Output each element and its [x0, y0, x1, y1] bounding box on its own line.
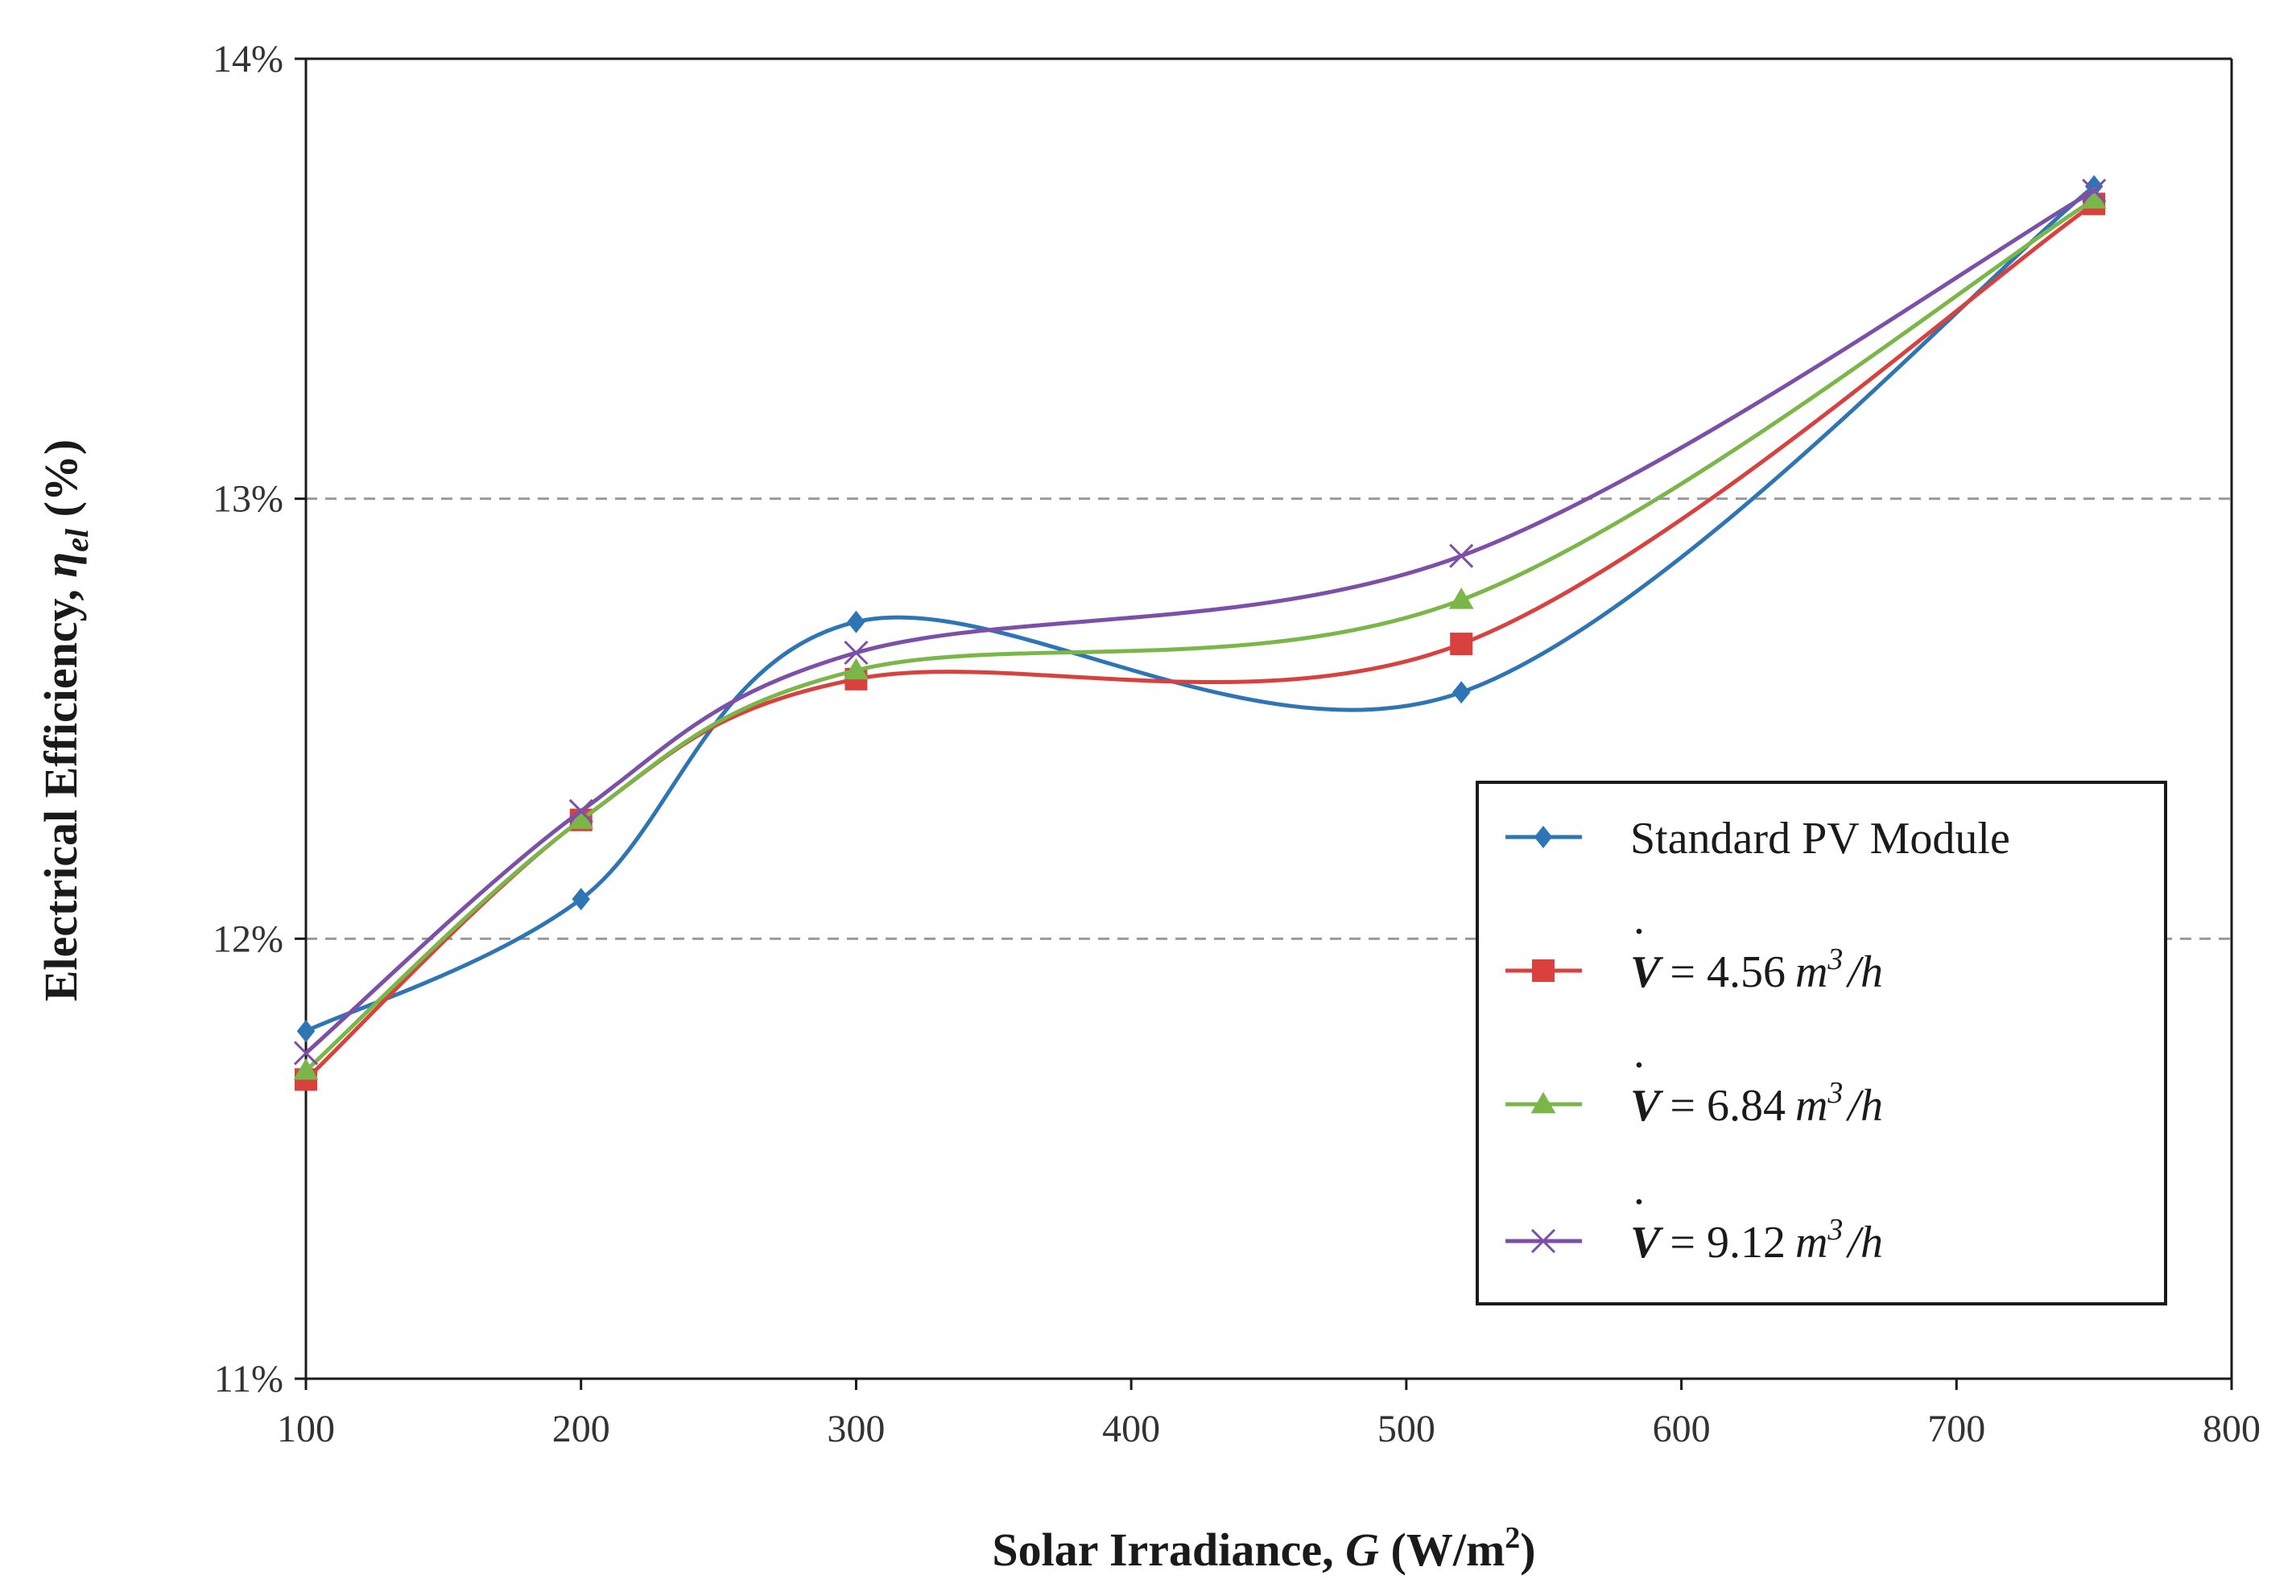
y-tick-label: 14% — [213, 38, 283, 80]
legend-dot: · — [1632, 1177, 1647, 1227]
x-tick-label: 100 — [277, 1408, 335, 1450]
data-point-2 — [1448, 588, 1474, 609]
legend-tail: /h — [1845, 1218, 1883, 1268]
data-point-3 — [293, 1041, 319, 1066]
data-point-0 — [1452, 681, 1471, 704]
data-point-0 — [847, 610, 865, 633]
data-point-3-stroke-b — [844, 640, 869, 666]
x-tick-label: 800 — [2203, 1408, 2261, 1450]
data-point-3 — [1449, 543, 1474, 568]
legend-dot: · — [1632, 907, 1647, 957]
legend-rest: = 9.12 — [1670, 1218, 1786, 1268]
legend-var: V — [1630, 1218, 1664, 1268]
legend-swatch-marker-stroke-b — [1530, 1228, 1556, 1254]
legend-swatch-marker — [1530, 1228, 1556, 1254]
legend-unit: m — [1795, 1081, 1827, 1131]
data-point-3-stroke-b — [568, 798, 593, 823]
x-axis-title-close: ) — [1520, 1524, 1535, 1576]
series-line-3 — [304, 188, 2096, 1055]
data-point-1 — [1450, 633, 1473, 656]
x-tick-label: 700 — [1927, 1408, 1985, 1450]
data-point-3 — [568, 798, 593, 823]
series-line-0 — [304, 184, 2096, 1033]
data-point-3-stroke-b — [2082, 178, 2107, 204]
axes — [295, 57, 2233, 1390]
legend-swatch-marker — [1530, 1091, 1556, 1114]
legend-label: V = 4.56 m3/h — [1630, 942, 1883, 997]
y-tick-label: 13% — [213, 478, 283, 521]
legend-dot: · — [1632, 1041, 1647, 1091]
data-point-3-stroke-b — [293, 1041, 319, 1066]
x-tick-label: 400 — [1102, 1408, 1160, 1450]
legend-rest: = 4.56 — [1670, 947, 1786, 997]
data-point-3 — [2082, 178, 2107, 204]
series-line-2 — [304, 197, 2096, 1073]
legend-unit: m — [1795, 947, 1827, 997]
legend-sup: 3 — [1827, 1076, 1843, 1110]
legend-tail: /h — [1845, 1081, 1883, 1131]
data-point-0 — [296, 1020, 316, 1043]
data-point-2 — [568, 807, 594, 829]
y-axis-title-unit: (%) — [35, 439, 87, 529]
tick-labels: 100 200 300 400 500 600 700 800 11% 12% 13% 14% — [213, 38, 2261, 1450]
y-axis-title-var: η — [35, 552, 87, 578]
legend-swatch-marker — [1534, 826, 1553, 848]
legend-box — [1476, 781, 2167, 1305]
data-point-2 — [293, 1058, 319, 1080]
legend-label: V = 9.12 m3/h — [1630, 1213, 1883, 1268]
data-point-0 — [572, 888, 590, 911]
x-axis-title-unit: (W/m — [1379, 1524, 1505, 1576]
x-axis-title-prefix: Solar Irradiance, — [992, 1524, 1345, 1576]
data-point-3-stroke-b — [1449, 543, 1474, 568]
x-axis-title-var: G — [1345, 1524, 1379, 1576]
series — [293, 175, 2107, 1091]
data-point-2 — [844, 658, 869, 680]
legend-swatch-marker — [1532, 959, 1555, 982]
data-point-3 — [844, 640, 869, 666]
legend-tail: /h — [1845, 947, 1883, 997]
legend-label: Standard PV Module — [1630, 814, 2010, 864]
legend-var: V — [1630, 947, 1664, 997]
x-tick-label: 600 — [1653, 1408, 1711, 1450]
legend-var: V — [1630, 1081, 1664, 1131]
legend-rest: = 6.84 — [1670, 1081, 1786, 1131]
x-axis-title: Solar Irradiance, G (W/m2) — [992, 1521, 1535, 1576]
x-tick-label: 200 — [552, 1408, 610, 1450]
legend-unit: m — [1795, 1218, 1827, 1268]
legend-sup: 3 — [1827, 942, 1843, 976]
y-axis-title-prefix: Electrical Efficiency, — [35, 578, 87, 1002]
legend-sup: 3 — [1827, 1213, 1843, 1247]
x-axis-title-sup: 2 — [1505, 1521, 1520, 1555]
x-tick-label: 500 — [1377, 1408, 1435, 1450]
data-point-2 — [2081, 187, 2107, 209]
y-axis-title: Electrical Efficiency, ηel (%) — [35, 439, 95, 1002]
y-tick-label: 11% — [214, 1358, 283, 1400]
y-axis-title-sub: el — [59, 528, 95, 552]
x-tick-label: 300 — [827, 1408, 885, 1450]
legend-label: V = 6.84 m3/h — [1630, 1076, 1883, 1131]
y-tick-label: 12% — [213, 918, 283, 960]
